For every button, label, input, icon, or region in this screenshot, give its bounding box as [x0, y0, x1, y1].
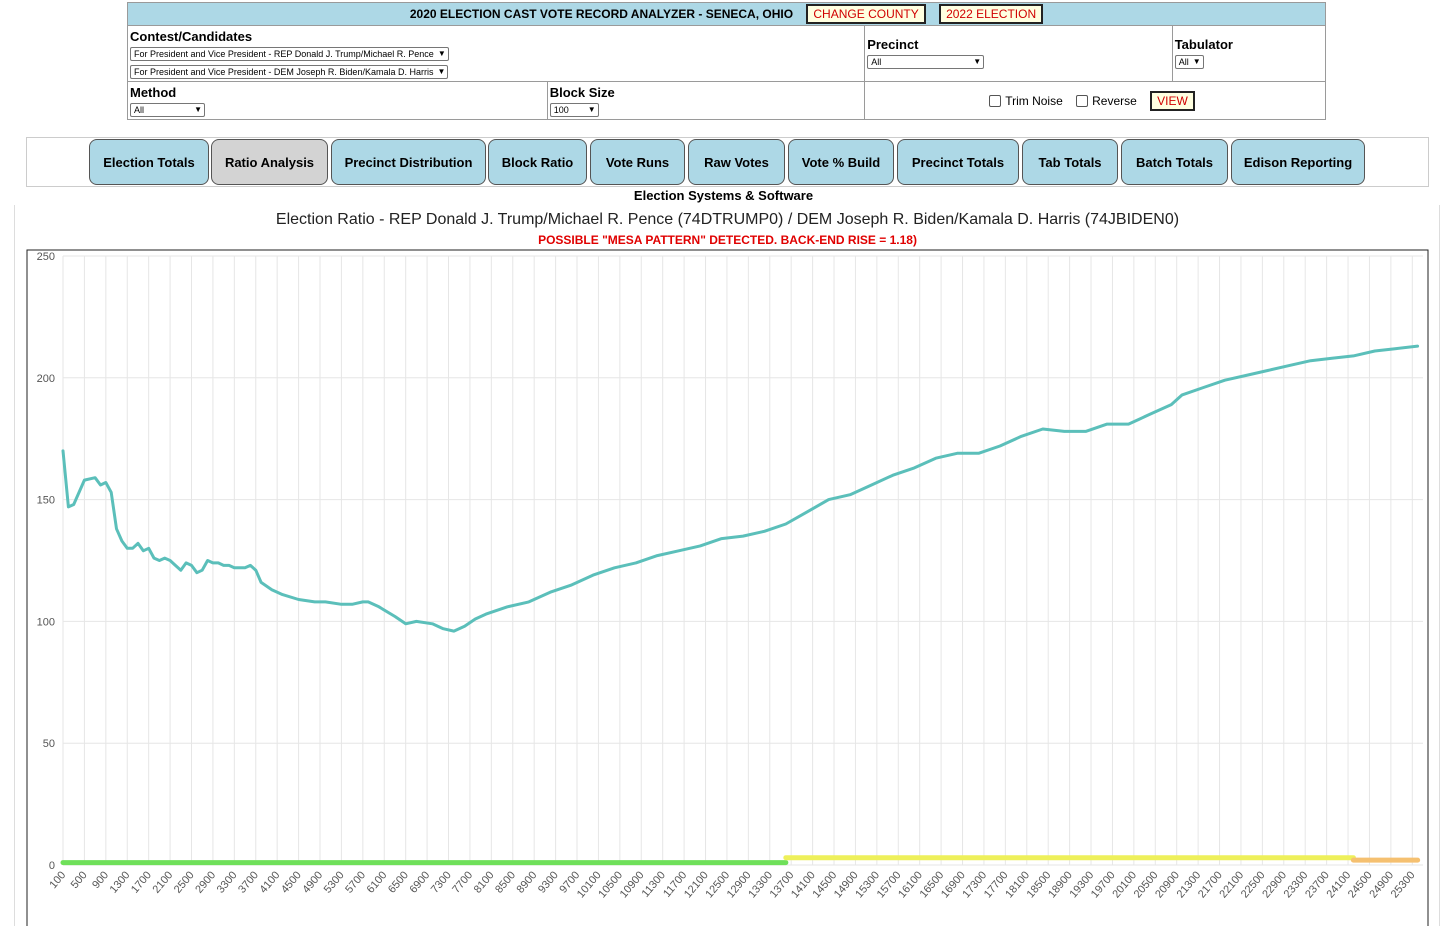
x-tick-label: 2500: [172, 869, 197, 895]
chart-subtitle: POSSIBLE "MESA PATTERN" DETECTED. BACK-E…: [538, 233, 917, 247]
contest-cell: Contest/Candidates For President and Vic…: [126, 25, 866, 82]
x-tick-label: 5700: [343, 869, 368, 895]
precinct-select[interactable]: All: [867, 55, 985, 69]
view-button[interactable]: VIEW: [1150, 90, 1195, 111]
x-tick-label: 4500: [279, 869, 304, 895]
y-tick-label: 150: [37, 495, 55, 507]
controls-table: 2020 ELECTION CAST VOTE RECORD ANALYZER …: [126, 2, 1327, 120]
x-tick-label: 8500: [493, 869, 518, 895]
header-bar: 2020 ELECTION CAST VOTE RECORD ANALYZER …: [127, 2, 1326, 26]
block-size-label: Block Size: [549, 85, 615, 100]
tab-block-ratio[interactable]: Block Ratio: [488, 139, 587, 185]
vendor-label: Election Systems & Software: [633, 188, 814, 203]
x-tick-label: 8900: [515, 869, 540, 895]
tab-vote-percent-build[interactable]: Vote % Build: [788, 139, 894, 185]
x-tick-label: 3700: [236, 869, 261, 895]
trim-noise-label: Trim Noise: [1005, 93, 1063, 108]
reverse-label: Reverse: [1092, 93, 1137, 108]
contest-label: Contest/Candidates: [130, 29, 253, 44]
tab-edison-reporting[interactable]: Edison Reporting: [1231, 139, 1365, 185]
tabulator-label: Tabulator: [1174, 37, 1233, 52]
x-tick-label: 6900: [407, 869, 432, 895]
method-cell: Method All: [127, 81, 548, 120]
x-tick-label: 6500: [386, 869, 411, 895]
trim-noise-checkbox[interactable]: [989, 95, 1002, 108]
tab-precinct-distribution[interactable]: Precinct Distribution: [331, 139, 486, 185]
x-tick-label: 100: [47, 869, 68, 891]
x-tick-label: 25300: [1389, 869, 1418, 900]
x-tick-label: 9300: [536, 869, 561, 895]
tab-ratio-analysis[interactable]: Ratio Analysis: [211, 139, 328, 185]
tab-raw-votes[interactable]: Raw Votes: [688, 139, 785, 185]
tabulator-select[interactable]: All: [1174, 55, 1204, 69]
contest-select-1[interactable]: For President and Vice President - REP D…: [130, 47, 449, 61]
tab-bar: Election Totals Ratio Analysis Precinct …: [26, 137, 1429, 187]
precinct-label: Precinct: [867, 37, 919, 52]
chart-title: Election Ratio - REP Donald J. Trump/Mic…: [275, 211, 1180, 228]
x-tick-label: 5300: [322, 869, 347, 895]
x-tick-label: 8100: [472, 869, 497, 895]
x-tick-label: 7300: [429, 869, 454, 895]
contest-select-2[interactable]: For President and Vice President - DEM J…: [130, 65, 449, 79]
precinct-cell: Precinct All: [864, 25, 1173, 82]
tab-batch-totals[interactable]: Batch Totals: [1121, 139, 1228, 185]
x-tick-label: 10900: [618, 869, 647, 900]
app-title: 2020 ELECTION CAST VOTE RECORD ANALYZER …: [409, 7, 794, 21]
y-tick-label: 100: [37, 616, 55, 628]
chart-container: [14, 205, 1440, 926]
x-tick-label: 4900: [300, 869, 325, 895]
y-tick-label: 50: [43, 738, 55, 750]
x-tick-label: 7700: [450, 869, 475, 895]
options-cell: Trim Noise Reverse VIEW: [864, 81, 1326, 120]
x-tick-label: 1700: [129, 869, 154, 895]
x-tick-label: 2900: [193, 869, 218, 895]
tab-precinct-totals[interactable]: Precinct Totals: [897, 139, 1019, 185]
y-tick-label: 250: [37, 251, 55, 263]
tab-vote-runs[interactable]: Vote Runs: [590, 139, 685, 185]
y-tick-label: 0: [49, 860, 55, 872]
tab-tab-totals[interactable]: Tab Totals: [1022, 139, 1118, 185]
x-tick-label: 500: [69, 869, 90, 891]
x-tick-label: 1300: [108, 869, 133, 895]
method-label: Method: [130, 85, 177, 100]
block-size-cell: Block Size 100: [546, 81, 866, 120]
election-2022-button[interactable]: 2022 ELECTION: [939, 4, 1044, 24]
plot-frame: [26, 249, 1429, 926]
y-tick-label: 200: [37, 373, 55, 385]
x-tick-label: 6100: [365, 869, 390, 895]
tabulator-cell: Tabulator All: [1171, 25, 1327, 82]
tab-election-totals[interactable]: Election Totals: [89, 139, 209, 185]
x-tick-label: 2100: [150, 869, 175, 895]
change-county-button[interactable]: CHANGE COUNTY: [806, 4, 926, 24]
x-tick-label: 4100: [258, 869, 283, 895]
ratio-series-line: [61, 344, 1420, 633]
block-size-select[interactable]: 100: [549, 103, 599, 117]
x-tick-label: 3300: [215, 869, 240, 895]
method-select[interactable]: All: [130, 103, 205, 117]
reverse-checkbox[interactable]: [1076, 95, 1089, 108]
